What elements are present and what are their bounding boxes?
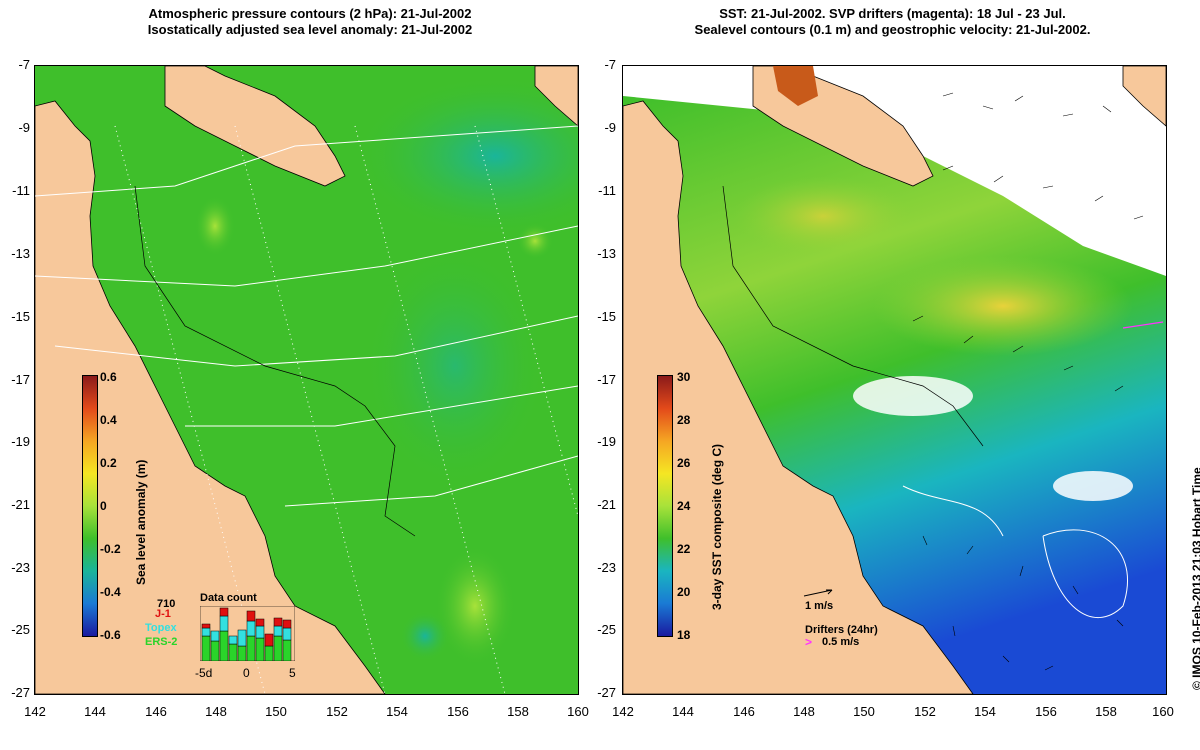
right-y-tick: -17 [597,372,616,387]
right-y-tick: -23 [597,560,616,575]
sea-level-cb-label: -0.2 [100,542,121,556]
left-x-tick: 152 [326,704,348,719]
right-x-tick: 160 [1152,704,1174,719]
sea-level-cb-label: -0.6 [100,628,121,642]
left-map-title: Atmospheric pressure contours (2 hPa): 2… [35,6,585,38]
data-count-xlabel: 0 [243,666,250,680]
right-x-tick: 146 [733,704,755,719]
left-x-tick: 156 [447,704,469,719]
right-y-tick: -7 [604,57,616,72]
left-y-tick: -21 [11,497,30,512]
left-x-tick: 158 [507,704,529,719]
drifter-legend-icon: > [805,635,813,649]
data-count-histogram [200,606,295,661]
data-count-max: 710 [157,598,176,610]
left-x-tick: 150 [265,704,287,719]
right-y-tick: -19 [597,434,616,449]
sst-cb-label: 20 [677,585,691,599]
sst-colorbar [657,375,673,637]
right-map-title: SST: 21-Jul-2002. SVP drifters (magenta)… [620,6,1165,38]
sea-level-cb-label: 0.6 [100,370,117,384]
sea-level-colorbar [82,375,98,637]
sst-cb-label: 30 [677,370,691,384]
velocity-scale-arrow [803,589,833,597]
data-count-xlabel: 5 [289,666,296,680]
left-y-tick: -11 [12,183,30,198]
sst-map[interactable] [622,65,1167,695]
velocity-scale-label: 1 m/s [805,600,834,612]
sst-cb-label: 22 [677,542,691,556]
sea-level-cb-label: 0.2 [100,456,117,470]
drifter-legend-title: Drifters (24hr) [805,624,878,636]
sea-level-colorbar-title: Sea level anomaly (m) [134,459,148,585]
right-title-line2: Sealevel contours (0.1 m) and geostrophi… [694,22,1091,37]
sea-level-cb-label: 0.4 [100,413,117,427]
left-title-line2: Isostatically adjusted sea level anomaly… [147,22,473,37]
right-x-tick: 150 [853,704,875,719]
right-x-tick: 142 [612,704,634,719]
left-y-tick: -9 [18,120,30,135]
left-y-tick: -27 [11,685,30,700]
mission-ers2: ERS-2 [145,636,178,648]
left-title-line1: Atmospheric pressure contours (2 hPa): 2… [148,6,472,21]
right-x-tick: 148 [793,704,815,719]
left-x-tick: 144 [84,704,106,719]
left-y-tick: -25 [11,622,30,637]
left-x-tick: 142 [24,704,46,719]
mission-j1: J-1 [155,608,171,620]
sst-cb-label: 24 [677,499,691,513]
sea-level-map-graphic [35,66,578,694]
mission-topex: Topex [145,622,177,634]
imos-credit: © IMOS 10-Feb-2013 21:03 Hobart Time [1190,467,1200,690]
right-y-tick: -25 [597,622,616,637]
sst-map-graphic [623,66,1166,694]
left-y-tick: -7 [18,57,30,72]
right-x-tick: 144 [672,704,694,719]
sea-level-anomaly-map[interactable] [34,65,579,695]
sst-colorbar-title: 3-day SST composite (deg C) [710,443,724,610]
right-x-tick: 152 [914,704,936,719]
right-x-tick: 158 [1095,704,1117,719]
left-x-tick: 148 [205,704,227,719]
right-title-line1: SST: 21-Jul-2002. SVP drifters (magenta)… [719,6,1066,21]
sea-level-cb-label: -0.4 [100,585,121,599]
left-x-tick: 146 [145,704,167,719]
left-x-tick: 154 [386,704,408,719]
sst-cb-label: 18 [677,628,691,642]
left-y-tick: -19 [11,434,30,449]
left-y-tick: -13 [11,246,30,261]
data-count-xlabel: -5d [195,666,213,680]
sea-level-cb-label: 0 [100,499,107,513]
right-y-tick: -27 [597,685,616,700]
right-y-tick: -15 [597,309,616,324]
data-count-title: Data count [200,592,257,604]
right-x-tick: 154 [974,704,996,719]
sst-cb-label: 26 [677,456,691,470]
right-y-tick: -21 [597,497,616,512]
right-y-tick: -11 [598,183,616,198]
left-y-tick: -17 [11,372,30,387]
sst-cb-label: 28 [677,413,691,427]
right-x-tick: 156 [1035,704,1057,719]
right-y-tick: -9 [604,120,616,135]
right-y-tick: -13 [597,246,616,261]
data-count-inset: Data count 710 J-1 Topex ERS-2 -5d 0 5 [145,592,305,682]
left-y-tick: -23 [11,560,30,575]
left-y-tick: -15 [11,309,30,324]
drifter-legend-value: 0.5 m/s [822,636,860,648]
left-x-tick: 160 [567,704,589,719]
